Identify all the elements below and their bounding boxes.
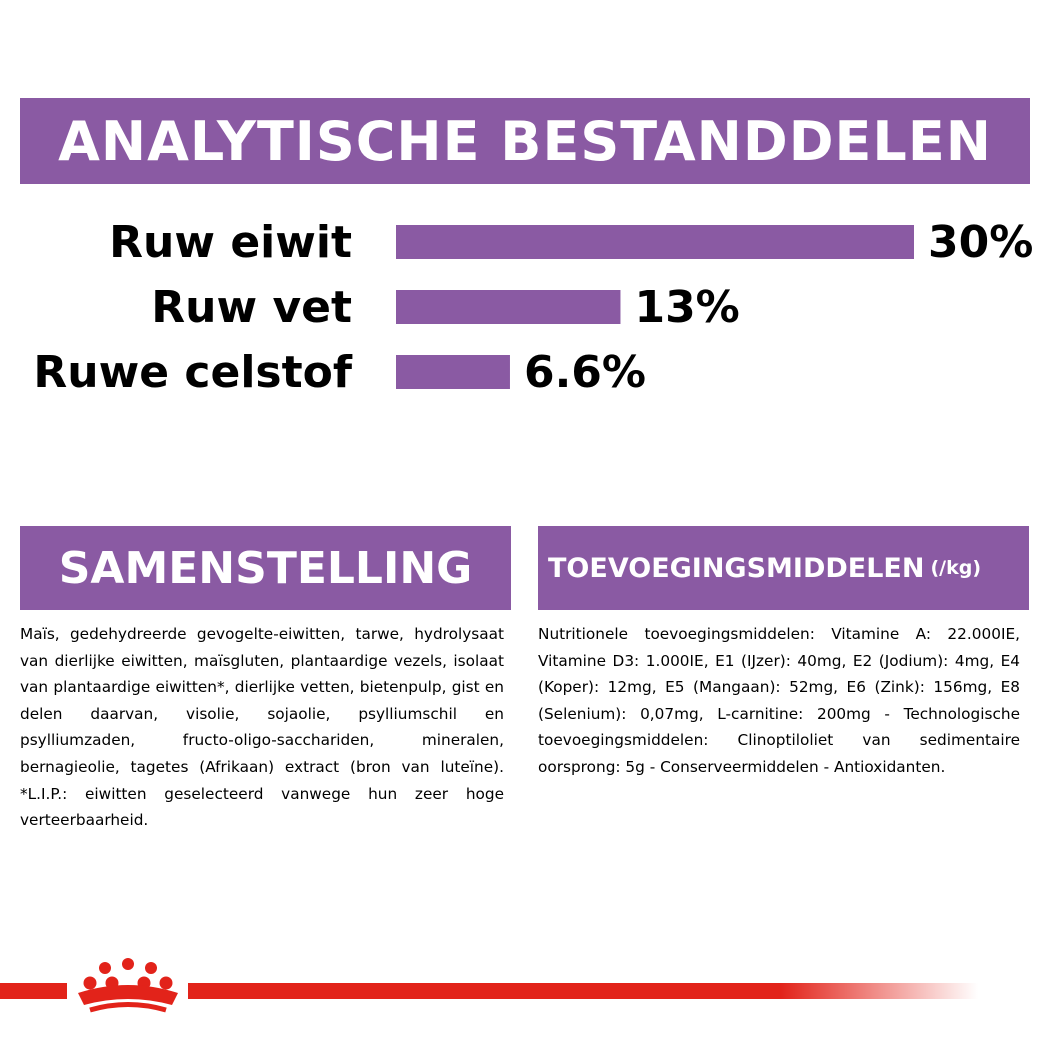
category-label: Ruw vet: [151, 282, 352, 333]
bar: [396, 225, 914, 259]
samenstelling-heading: SAMENSTELLING: [58, 542, 473, 594]
section-title-banner: ANALYTISCHE BESTANDDELEN: [20, 98, 1030, 184]
royal-canin-crown-icon: [78, 958, 178, 1013]
toevoegingsmiddelen-heading: TOEVOEGINGSMIDDELEN: [548, 552, 925, 584]
value-label: 6.6%: [524, 347, 646, 398]
bar: [396, 290, 621, 324]
bar: [396, 355, 510, 389]
value-label: 30%: [928, 217, 1033, 268]
samenstelling-banner: SAMENSTELLING: [20, 526, 511, 610]
nutrient-bar-chart: Ruw eiwit 30% Ruw vet 13% Ruwe celstof 6.6%: [33, 217, 1033, 398]
footer-band: [0, 958, 978, 1013]
toevoegingsmiddelen-unit: (/kg): [930, 557, 982, 579]
category-label: Ruwe celstof: [33, 347, 352, 398]
value-label: 13%: [634, 282, 739, 333]
toevoegingsmiddelen-text: Nutritionele toevoegingsmiddelen: Vitami…: [538, 625, 1020, 776]
toevoegingsmiddelen-banner: TOEVOEGINGSMIDDELEN (/kg): [538, 526, 1029, 610]
samenstelling-text: Maïs, gedehydreerde gevogelte-eiwitten, …: [20, 625, 504, 830]
category-label: Ruw eiwit: [109, 217, 352, 268]
section-title: ANALYTISCHE BESTANDDELEN: [58, 109, 992, 173]
footer-stripe-left: [0, 983, 67, 999]
footer-stripe-right: [188, 983, 978, 999]
